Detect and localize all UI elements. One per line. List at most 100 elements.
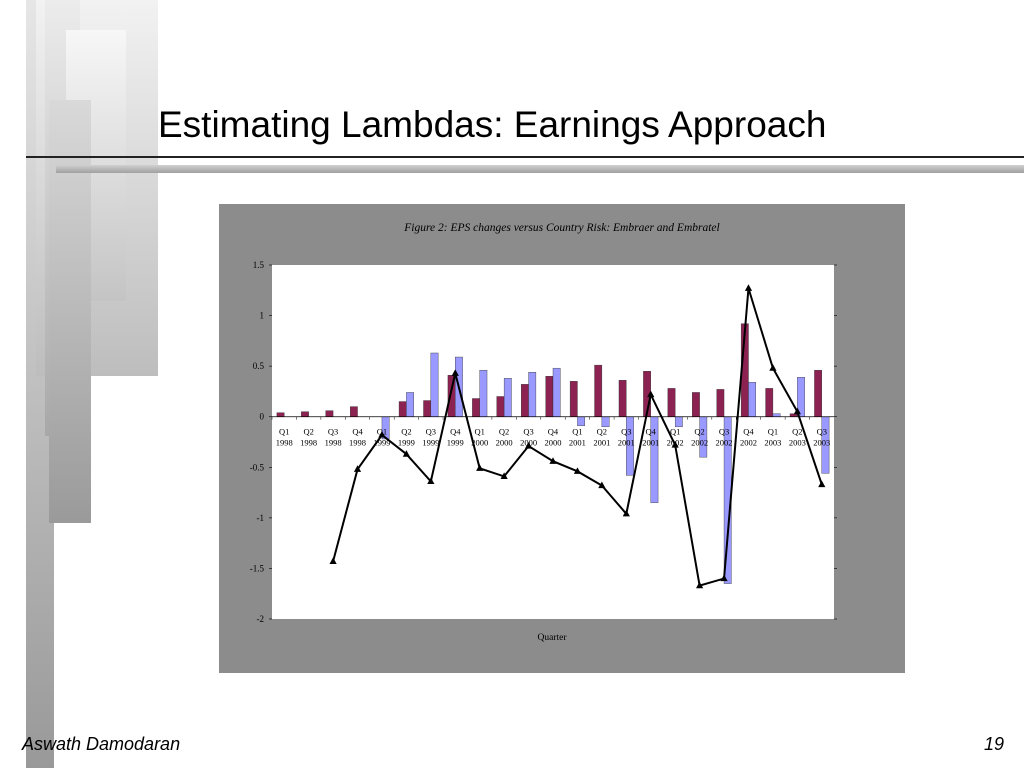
- x-tick-label-year: 1998: [349, 438, 366, 448]
- bar-series-1-22: [814, 369, 822, 417]
- bar-series-1-16: [667, 388, 676, 417]
- bar-series-2-20: [772, 413, 781, 417]
- y-tick-label: 0.5: [253, 361, 265, 371]
- line-marker-9: [500, 472, 508, 479]
- bar-series-2-10: [528, 372, 537, 417]
- x-tick-label-quarter: Q2: [401, 427, 411, 437]
- bar-series-2-11: [552, 367, 561, 417]
- line-marker-16: [671, 441, 679, 448]
- line-marker-21: [793, 407, 801, 415]
- eps-country-risk-chart: Figure 2: EPS changes versus Country Ris…: [250, 222, 837, 643]
- x-tick-label-year: 2000: [471, 438, 488, 448]
- bar-series-2-6: [430, 352, 439, 417]
- x-axis-label: Quarter: [537, 633, 567, 643]
- bar-series-2-12: [577, 416, 585, 427]
- bar-series-1-0: [276, 412, 285, 417]
- decor-bar-5: [49, 100, 91, 523]
- x-tick-label-quarter: Q2: [303, 427, 313, 437]
- x-tick-labels: Q11998Q21998Q31998Q41998Q11999Q21999Q319…: [271, 416, 830, 448]
- line-marker-3: [353, 465, 362, 472]
- bar-series-1-9: [496, 396, 505, 417]
- bar-series-2-8: [479, 369, 488, 417]
- x-tick-label-quarter: Q1: [670, 427, 680, 437]
- x-tick-label-year: 2001: [642, 438, 659, 448]
- page-number: 19: [983, 734, 1004, 754]
- x-tick-label-quarter: Q2: [597, 427, 607, 437]
- line-marker-8: [476, 464, 484, 471]
- x-tick-label-year: 2001: [569, 438, 586, 448]
- slide-title: Estimating Lambdas: Earnings Approach: [158, 104, 827, 145]
- y-tick-label: 1: [260, 311, 265, 321]
- x-tick-label-quarter: Q4: [646, 427, 657, 437]
- y-tick-label: -2: [257, 614, 265, 624]
- x-tick-label-quarter: Q2: [792, 427, 802, 437]
- plot-area: [272, 265, 834, 619]
- x-tick-label-quarter: Q2: [499, 427, 509, 437]
- bar-series-1-5: [398, 401, 407, 417]
- x-tick-label-quarter: Q4: [352, 427, 363, 437]
- x-tick-label-quarter: Q3: [328, 427, 338, 437]
- chart-panel: Figure 2: EPS changes versus Country Ris…: [219, 204, 905, 673]
- x-tick-label-quarter: Q4: [450, 427, 461, 437]
- line-marker-20: [769, 364, 777, 371]
- bars-layer: [276, 323, 830, 584]
- x-tick-label-year: 2001: [593, 438, 610, 448]
- x-tick-label-quarter: Q2: [694, 427, 704, 437]
- x-tick-label-year: 2002: [716, 438, 733, 448]
- line-marker-12: [573, 467, 582, 474]
- x-tick-label-year: 2003: [764, 438, 781, 448]
- title-rule: [26, 156, 1024, 158]
- line-series-layer: [329, 284, 826, 589]
- x-tick-label-year: 1998: [300, 438, 317, 448]
- bar-series-2-13: [601, 416, 610, 428]
- x-tick-label-quarter: Q3: [523, 427, 533, 437]
- bar-series-1-18: [716, 389, 725, 417]
- line-marker-22: [818, 480, 826, 488]
- x-tick-label-year: 2002: [740, 438, 757, 448]
- bar-series-1-12: [569, 381, 578, 417]
- line-marker-2: [329, 557, 337, 564]
- x-tick-label-year: 1999: [398, 438, 415, 448]
- bar-series-1-10: [521, 384, 529, 417]
- bar-series-1-14: [618, 380, 627, 417]
- x-tick-label-year: 1998: [325, 438, 342, 448]
- x-tick-label-year: 2000: [496, 438, 513, 448]
- x-tick-label-quarter: Q1: [475, 427, 485, 437]
- y-tick-label: 0: [260, 412, 265, 422]
- y-tick-label: 1.5: [253, 260, 265, 270]
- bar-series-2-5: [406, 392, 414, 417]
- line-marker-7: [451, 369, 459, 376]
- x-tick-label-quarter: Q3: [817, 427, 827, 437]
- y-tick-label: -1.5: [250, 563, 265, 573]
- y-tick-label: -0.5: [250, 462, 265, 472]
- title-underbar: [56, 165, 1024, 173]
- line-marker-14: [622, 509, 630, 517]
- line-marker-17: [696, 581, 704, 589]
- y-tick-label: -1: [257, 513, 265, 523]
- x-tick-label-year: 1998: [276, 438, 293, 448]
- bar-series-1-2: [325, 410, 334, 417]
- bar-series-1-11: [545, 376, 554, 417]
- x-tick-label-year: 2001: [618, 438, 635, 448]
- x-tick-label-year: 2002: [691, 438, 708, 448]
- bar-series-1-20: [765, 388, 774, 417]
- x-tick-label-quarter: Q3: [621, 427, 631, 437]
- x-tick-label-year: 2000: [545, 438, 562, 448]
- line-marker-18: [720, 574, 728, 582]
- chart-title: Figure 2: EPS changes versus Country Ris…: [403, 222, 719, 234]
- line-marker-4: [378, 430, 386, 438]
- x-tick-label-quarter: Q4: [743, 427, 754, 437]
- x-tick-label-quarter: Q3: [426, 427, 436, 437]
- x-tick-label-quarter: Q1: [279, 427, 289, 437]
- x-tick-label-year: 1999: [447, 438, 464, 448]
- bar-series-1-3: [349, 406, 358, 417]
- bar-series-2-19: [748, 382, 757, 417]
- x-tick-label-quarter: Q1: [768, 427, 778, 437]
- line-marker-11: [549, 457, 557, 464]
- bar-series-1-1: [301, 411, 309, 417]
- line-marker-5: [402, 450, 410, 457]
- x-tick-label-year: 1999: [373, 438, 390, 448]
- x-tick-label-quarter: Q3: [719, 427, 729, 437]
- footer-author: Aswath Damodaran: [22, 734, 181, 754]
- bar-series-2-9: [503, 378, 512, 417]
